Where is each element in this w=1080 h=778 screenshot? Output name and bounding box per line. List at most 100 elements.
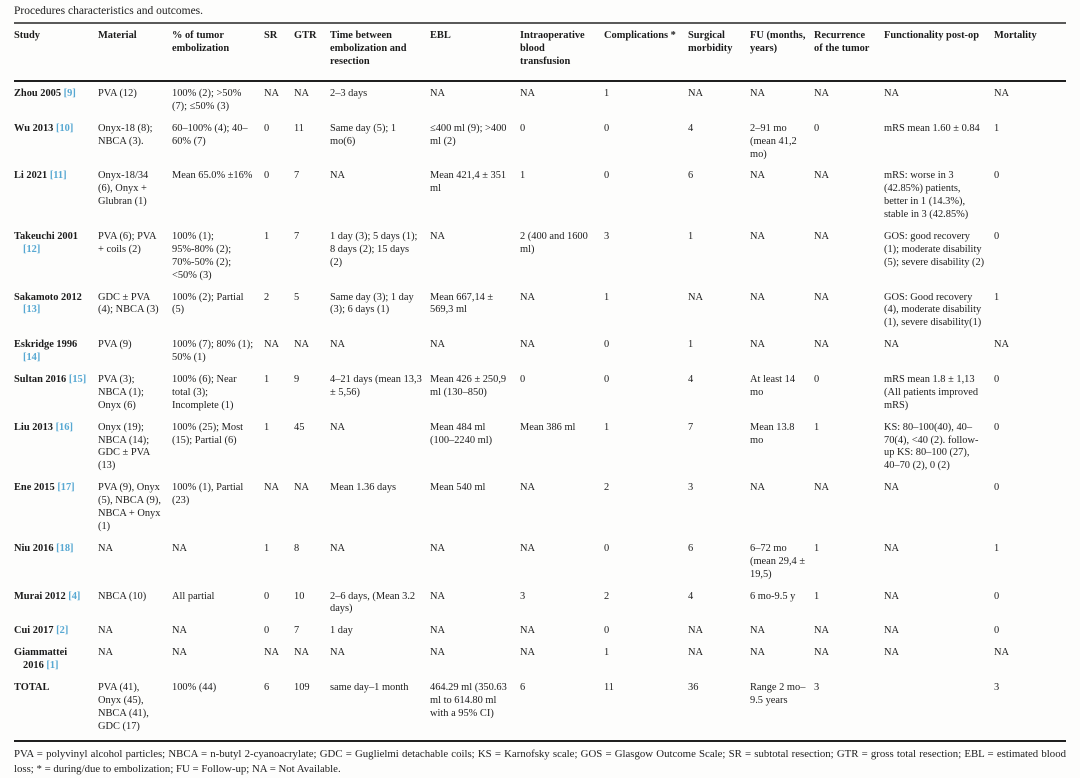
cell-mortality: NA bbox=[994, 647, 1010, 659]
procedures-table: Study Material% of tumor embolization SR GT… bbox=[14, 22, 1066, 742]
cell-material: NA bbox=[98, 625, 114, 637]
column-header-sr: SR bbox=[264, 22, 294, 82]
table-row: Wu 2013 [10] Onyx-18 (8); NBCA (3). 60–100… bbox=[14, 121, 1066, 169]
column-header-gtr: GTR bbox=[294, 22, 330, 82]
citation-link[interactable]: [17] bbox=[57, 482, 75, 494]
cell-functionality: NA bbox=[884, 590, 900, 602]
cell-pct-embolization: 60–100% (4); 40–60% (7) bbox=[172, 122, 248, 147]
cell-complications: 0 bbox=[604, 339, 610, 351]
cell-surgical-morbidity: NA bbox=[688, 291, 704, 303]
cell-transfusion: 6 bbox=[520, 679, 604, 742]
cell-transfusion: NA bbox=[520, 647, 536, 659]
study-name: Liu 2013 bbox=[14, 421, 53, 433]
cell-gtr: 7 bbox=[294, 625, 300, 637]
study-name: Takeuchi 2001 bbox=[14, 231, 78, 243]
cell-pct-embolization: NA bbox=[172, 542, 188, 554]
cell-ebl: Mean 667,14 ± 569,3 ml bbox=[430, 291, 494, 316]
table-row: Cui 2017 [2] NA NA 0 7 1 day NA NA 0 NA NA NA NA 0 bbox=[14, 623, 1066, 645]
citation-link[interactable]: [15] bbox=[68, 374, 87, 386]
cell-recurrence: NA bbox=[814, 88, 830, 99]
cell-gtr: 10 bbox=[294, 590, 305, 602]
citation-link[interactable]: [1] bbox=[46, 660, 59, 672]
cell-fu: NA bbox=[750, 231, 766, 243]
cell-mortality: 3 bbox=[994, 679, 1066, 742]
table-row: Eskridge 1996 [14] PVA (9) 100% (7); 80% (… bbox=[14, 337, 1066, 372]
cell-mortality: 1 bbox=[994, 122, 1000, 134]
cell-surgical-morbidity: 1 bbox=[688, 231, 694, 243]
cell-ebl: Mean 540 ml bbox=[430, 482, 486, 494]
cell-complications: 0 bbox=[604, 122, 610, 134]
table-row: Takeuchi 2001 [12] PVA (6); PVA + coils (… bbox=[14, 229, 1066, 290]
cell-complications: 1 bbox=[604, 647, 610, 659]
cell-time-between: Same day (3); 1 day (3); 6 days (1) bbox=[330, 291, 414, 316]
study-name: Zhou 2005 bbox=[14, 88, 62, 99]
cell-recurrence: 1 bbox=[814, 421, 820, 433]
cell-pct-embolization: 100% (44) bbox=[172, 679, 264, 742]
cell-material: PVA (3); NBCA (1); Onyx (6) bbox=[98, 374, 144, 411]
cell-surgical-morbidity: 6 bbox=[688, 542, 694, 554]
cell-time-between: 4–21 days (mean 13,3 ± 5,56) bbox=[330, 374, 422, 398]
citation-link[interactable]: [14] bbox=[23, 352, 41, 364]
citation-link[interactable]: [12] bbox=[23, 243, 41, 255]
citation-link[interactable]: [18] bbox=[56, 542, 74, 554]
citation-link[interactable]: [2] bbox=[56, 625, 69, 637]
cell-time-between: NA bbox=[330, 170, 346, 182]
cell-sr: 1 bbox=[264, 231, 270, 243]
study-name: Niu 2016 bbox=[14, 542, 54, 554]
cell-gtr: 109 bbox=[294, 679, 330, 742]
cell-time-between: 1 day bbox=[330, 625, 353, 637]
cell-recurrence: 1 bbox=[814, 542, 820, 554]
cell-complications: 0 bbox=[604, 542, 610, 554]
cell-material: PVA (41), Onyx (45), NBCA (41), GDC (17) bbox=[98, 679, 172, 742]
cell-sr: NA bbox=[264, 88, 280, 99]
cell-fu: NA bbox=[750, 170, 766, 182]
study-cell: Niu 2016 [18] bbox=[14, 541, 98, 589]
cell-functionality: KS: 80–100(40), 40–70(4), <40 (2). follo… bbox=[884, 421, 979, 472]
cell-transfusion: 2 (400 and 1600 ml) bbox=[520, 231, 588, 255]
cell-sr: 0 bbox=[264, 590, 270, 602]
cell-material: PVA (9), Onyx (5), NBCA (9), NBCA + Onyx… bbox=[98, 482, 161, 532]
cell-fu: NA bbox=[750, 339, 766, 351]
column-header-ebl: EBL bbox=[430, 22, 520, 82]
citation-link[interactable]: [4] bbox=[68, 590, 81, 602]
cell-gtr: 9 bbox=[294, 374, 300, 386]
cell-mortality: NA bbox=[994, 339, 1010, 351]
cell-pct-embolization: NA bbox=[172, 647, 188, 659]
study-name: TOTAL bbox=[14, 681, 50, 693]
citation-link[interactable]: [13] bbox=[23, 304, 41, 316]
cell-gtr: NA bbox=[294, 88, 310, 99]
table-row: Ene 2015 [17] PVA (9), Onyx (5), NBCA (9)… bbox=[14, 480, 1066, 541]
citation-link[interactable]: [9] bbox=[63, 88, 76, 99]
cell-recurrence: NA bbox=[814, 482, 830, 494]
study-cell: Murai 2012 [4] bbox=[14, 589, 98, 624]
cell-fu: NA bbox=[750, 88, 766, 99]
cell-functionality: mRS mean 1.8 ± 1,13 (All patients improv… bbox=[884, 374, 979, 411]
study-cell: Cui 2017 [2] bbox=[14, 623, 98, 645]
cell-functionality: NA bbox=[884, 625, 900, 637]
cell-time-between: 1 day (3); 5 days (1); 8 days (2); 15 da… bbox=[330, 231, 418, 268]
study-cell: Sakamoto 2012 [13] bbox=[14, 290, 98, 338]
table-header: Study Material% of tumor embolization SR GT… bbox=[14, 22, 1066, 82]
cell-ebl: Mean 484 ml (100–2240 ml) bbox=[430, 421, 493, 446]
cell-surgical-morbidity: NA bbox=[688, 647, 704, 659]
cell-recurrence: 0 bbox=[814, 122, 820, 134]
study-cell: Li 2021 [11] bbox=[14, 168, 98, 229]
table-row: Liu 2013 [16] Onyx (19); NBCA (14); GDC ±… bbox=[14, 420, 1066, 481]
cell-recurrence: NA bbox=[814, 291, 830, 303]
cell-material: GDC ± PVA (4); NBCA (3) bbox=[98, 291, 159, 316]
citation-link[interactable]: [16] bbox=[55, 421, 73, 433]
cell-mortality: 1 bbox=[994, 542, 1000, 554]
cell-ebl: NA bbox=[430, 88, 446, 99]
cell-functionality: mRS: worse in 3 (42.85%) patients, bette… bbox=[884, 170, 969, 221]
cell-pct-embolization: Mean 65.0% ±16% bbox=[172, 170, 253, 182]
cell-fu: Mean 13.8 mo bbox=[750, 421, 795, 446]
citation-link[interactable]: [10] bbox=[55, 122, 74, 134]
citation-link[interactable]: [11] bbox=[49, 170, 67, 182]
study-cell: Ene 2015 [17] bbox=[14, 480, 98, 541]
cell-complications: 1 bbox=[604, 291, 610, 303]
cell-mortality: 0 bbox=[994, 625, 1000, 637]
cell-time-between: NA bbox=[330, 339, 346, 351]
cell-functionality: GOS: Good recovery (4), moderate disabil… bbox=[884, 291, 982, 329]
cell-fu: 6 mo-9.5 y bbox=[750, 590, 796, 602]
cell-time-between: NA bbox=[330, 421, 346, 433]
